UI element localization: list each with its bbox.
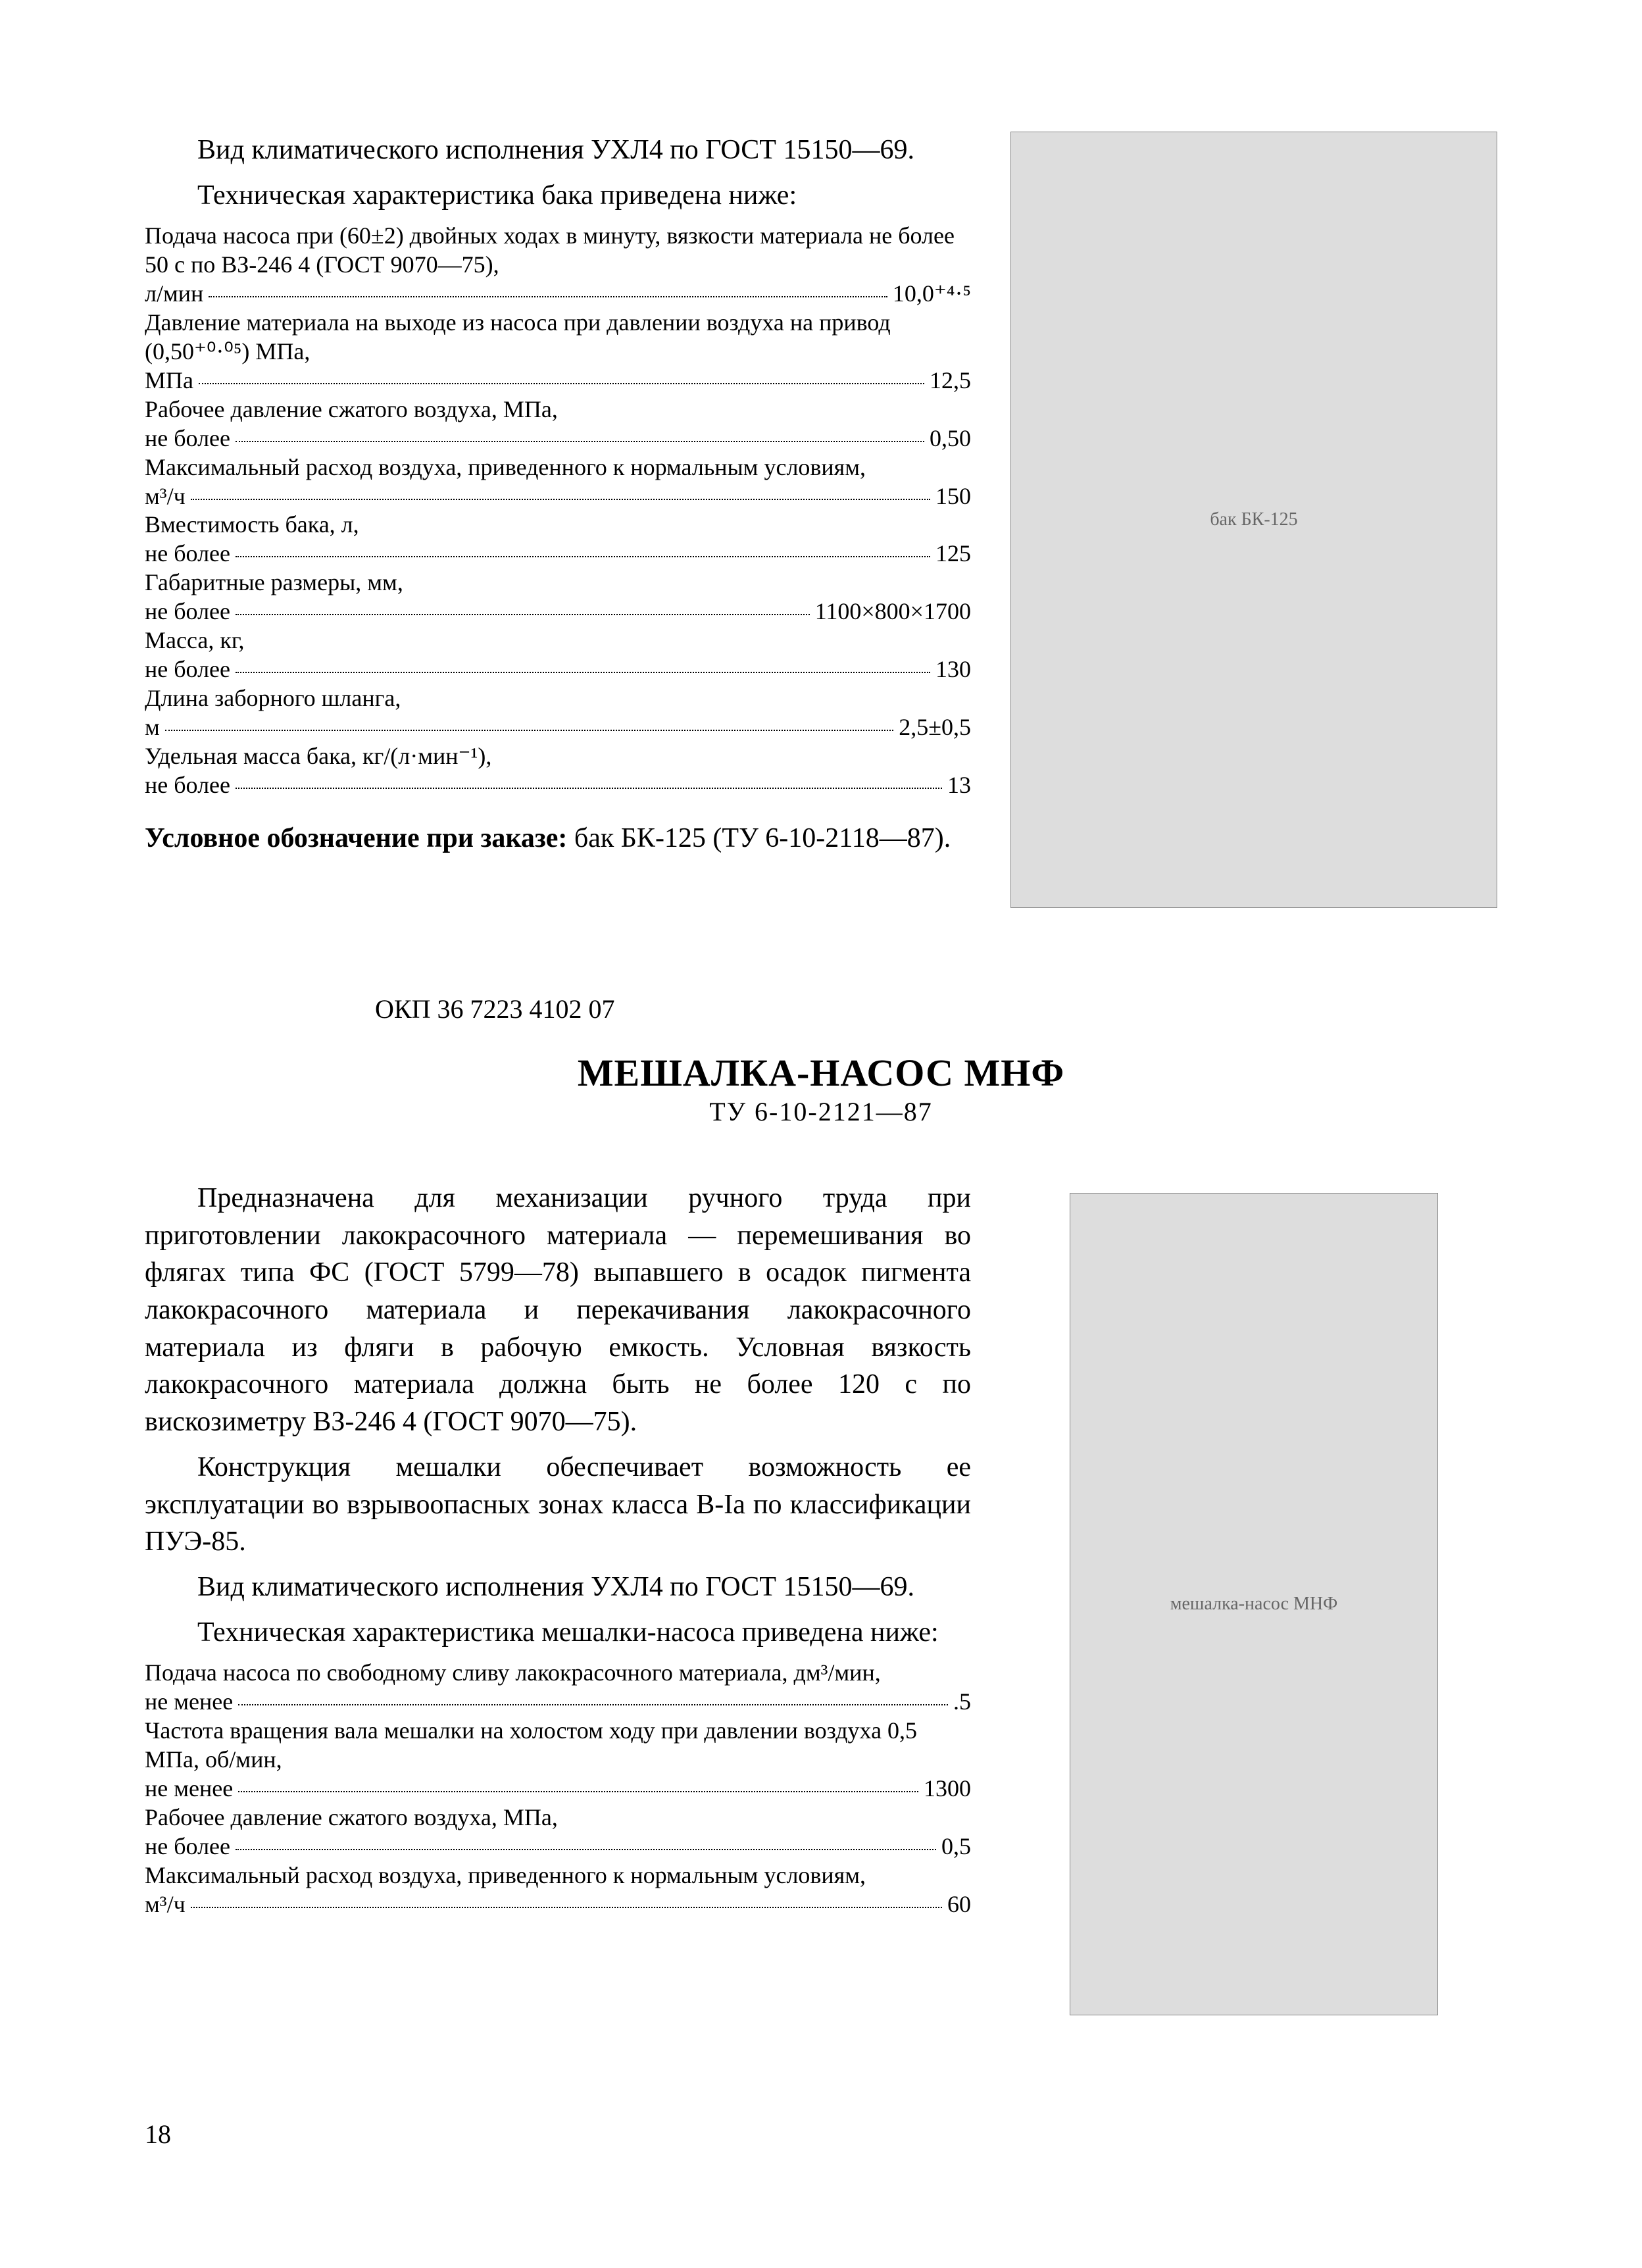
- spec-label-tail: не менее: [145, 1775, 233, 1803]
- spec-label: Масса, кг,: [145, 626, 971, 655]
- section2-para1-text: Предназначена для механизации ручного тр…: [145, 1183, 971, 1437]
- spec-dots: [199, 383, 924, 384]
- spec-value: 60: [947, 1890, 971, 1919]
- tank-photo-placeholder: бак БК-125: [1010, 132, 1497, 908]
- spec-row: не менее 1300: [145, 1775, 971, 1803]
- spec-dots: [236, 672, 930, 673]
- spec-dots: [191, 499, 930, 500]
- spec-label-tail: МПа: [145, 366, 193, 395]
- spec-row: не более 125: [145, 540, 971, 568]
- mixer-pump-photo-placeholder: мешалка-насос МНФ: [1070, 1193, 1438, 2015]
- spec-label: Вместимость бака, л,: [145, 511, 971, 540]
- spec-label: Удельная масса бака, кг/(л·мин⁻¹),: [145, 742, 971, 771]
- spec-label-tail: л/мин: [145, 280, 203, 309]
- spec-label: Частота вращения вала мешалки на холосто…: [145, 1717, 971, 1775]
- section-2-text-column: Предназначена для механизации ручного тр…: [145, 1180, 971, 2015]
- section1-para1-text: Вид климатического исполнения УХЛ4 по ГО…: [197, 135, 914, 165]
- order-label-rest: бак БК-125 (ТУ 6-10-2118—87).: [574, 823, 951, 853]
- spec-row: не более 13: [145, 771, 971, 800]
- section2-para2-text: Конструкция мешалки обеспечивает возможн…: [145, 1452, 971, 1557]
- section2-para4: Техническая характеристика мешалки-насос…: [145, 1614, 971, 1651]
- spec-label: Подача насоса при (60±2) двойных ходах в…: [145, 222, 971, 280]
- spec-row: не более 1100×800×1700: [145, 597, 971, 626]
- section1-spec-list: Подача насоса при (60±2) двойных ходах в…: [145, 222, 971, 799]
- section2-para4-text: Техническая характеристика мешалки-насос…: [197, 1617, 939, 1648]
- spec-dots: [236, 614, 810, 615]
- spec-row: не более 0,50: [145, 424, 971, 453]
- spec-label-tail: не менее: [145, 1688, 233, 1717]
- spec-row: не более 0,5: [145, 1832, 971, 1861]
- section-2: Предназначена для механизации ручного тр…: [145, 1180, 1497, 2015]
- spec-label: Рабочее давление сжатого воздуха, МПа,: [145, 1803, 971, 1832]
- spec-value: 1100×800×1700: [815, 597, 971, 626]
- spec-value: 150: [935, 482, 971, 511]
- spec-dots: [238, 1704, 948, 1705]
- section2-subtitle: ТУ 6-10-2121—87: [145, 1096, 1497, 1127]
- spec-value: 13: [947, 771, 971, 800]
- section2-spec-list: Подача насоса по свободному сливу лакокр…: [145, 1659, 971, 1919]
- spec-label: Длина заборного шланга,: [145, 684, 971, 713]
- okp-code: ОКП 36 7223 4102 07: [375, 994, 1497, 1024]
- section2-para3-text: Вид климатического исполнения УХЛ4 по ГО…: [197, 1572, 914, 1602]
- spec-value: 10,0⁺⁴·⁵: [893, 280, 971, 309]
- spec-label: Габаритные размеры, мм,: [145, 568, 971, 597]
- section-1: Вид климатического исполнения УХЛ4 по ГО…: [145, 132, 1497, 908]
- section1-para1: Вид климатического исполнения УХЛ4 по ГО…: [145, 132, 971, 169]
- spec-row: м³/ч 60: [145, 1890, 971, 1919]
- spec-value: 130: [935, 655, 971, 684]
- spec-label-tail: не более: [145, 597, 230, 626]
- spec-dots: [209, 296, 887, 297]
- spec-value: 0,5: [941, 1832, 971, 1861]
- spec-row: не менее .5: [145, 1688, 971, 1717]
- section1-para2: Техническая характеристика бака приведен…: [145, 177, 971, 214]
- spec-row: м 2,5±0,5: [145, 713, 971, 742]
- section-1-image-column: бак БК-125: [1010, 132, 1497, 908]
- mixer-pump-photo-alt: мешалка-насос МНФ: [1170, 1594, 1338, 1615]
- spec-row: не более 130: [145, 655, 971, 684]
- spec-label-tail: не более: [145, 771, 230, 800]
- section2-para1: Предназначена для механизации ручного тр…: [145, 1180, 971, 1441]
- tank-photo-alt: бак БК-125: [1210, 509, 1297, 530]
- section2-title: МЕШАЛКА-НАСОС МНФ: [145, 1051, 1497, 1095]
- spec-value: 1300: [924, 1775, 971, 1803]
- spec-label-tail: м: [145, 713, 160, 742]
- spec-dots: [165, 730, 893, 731]
- spec-label-tail: не более: [145, 424, 230, 453]
- spec-label-tail: м³/ч: [145, 1890, 186, 1919]
- spec-dots: [236, 1849, 936, 1850]
- section2-para3: Вид климатического исполнения УХЛ4 по ГО…: [145, 1569, 971, 1606]
- spec-value: 2,5±0,5: [899, 713, 971, 742]
- section1-para2-text: Техническая характеристика бака приведен…: [197, 180, 797, 211]
- spec-row: л/мин 10,0⁺⁴·⁵: [145, 280, 971, 309]
- spec-label: Максимальный расход воздуха, приведенног…: [145, 453, 971, 482]
- spec-dots: [236, 556, 930, 557]
- spec-label: Давление материала на выходе из насоса п…: [145, 309, 971, 366]
- spec-label: Подача насоса по свободному сливу лакокр…: [145, 1659, 971, 1688]
- spec-value: .5: [953, 1688, 971, 1717]
- order-label-bold: Условное обозначение при заказе:: [145, 823, 574, 853]
- section-1-text-column: Вид климатического исполнения УХЛ4 по ГО…: [145, 132, 971, 908]
- spec-label: Рабочее давление сжатого воздуха, МПа,: [145, 395, 971, 424]
- spec-row: м³/ч 150: [145, 482, 971, 511]
- section-2-image-column: мешалка-насос МНФ: [1010, 1180, 1497, 2015]
- spec-dots: [236, 441, 924, 442]
- spec-value: 12,5: [930, 366, 971, 395]
- spec-dots: [191, 1907, 942, 1908]
- spec-dots: [236, 788, 942, 789]
- spec-label-tail: не более: [145, 540, 230, 568]
- page-content: Вид климатического исполнения УХЛ4 по ГО…: [145, 132, 1497, 2015]
- spec-dots: [238, 1791, 918, 1792]
- spec-label-tail: м³/ч: [145, 482, 186, 511]
- spec-row: МПа 12,5: [145, 366, 971, 395]
- order-designation: Условное обозначение при заказе: бак БК-…: [145, 820, 971, 857]
- page-number: 18: [145, 2119, 171, 2150]
- spec-value: 125: [935, 540, 971, 568]
- spec-value: 0,50: [930, 424, 971, 453]
- spec-label-tail: не более: [145, 655, 230, 684]
- spec-label-tail: не более: [145, 1832, 230, 1861]
- spec-label: Максимальный расход воздуха, приведенног…: [145, 1861, 971, 1890]
- section2-para2: Конструкция мешалки обеспечивает возможн…: [145, 1449, 971, 1561]
